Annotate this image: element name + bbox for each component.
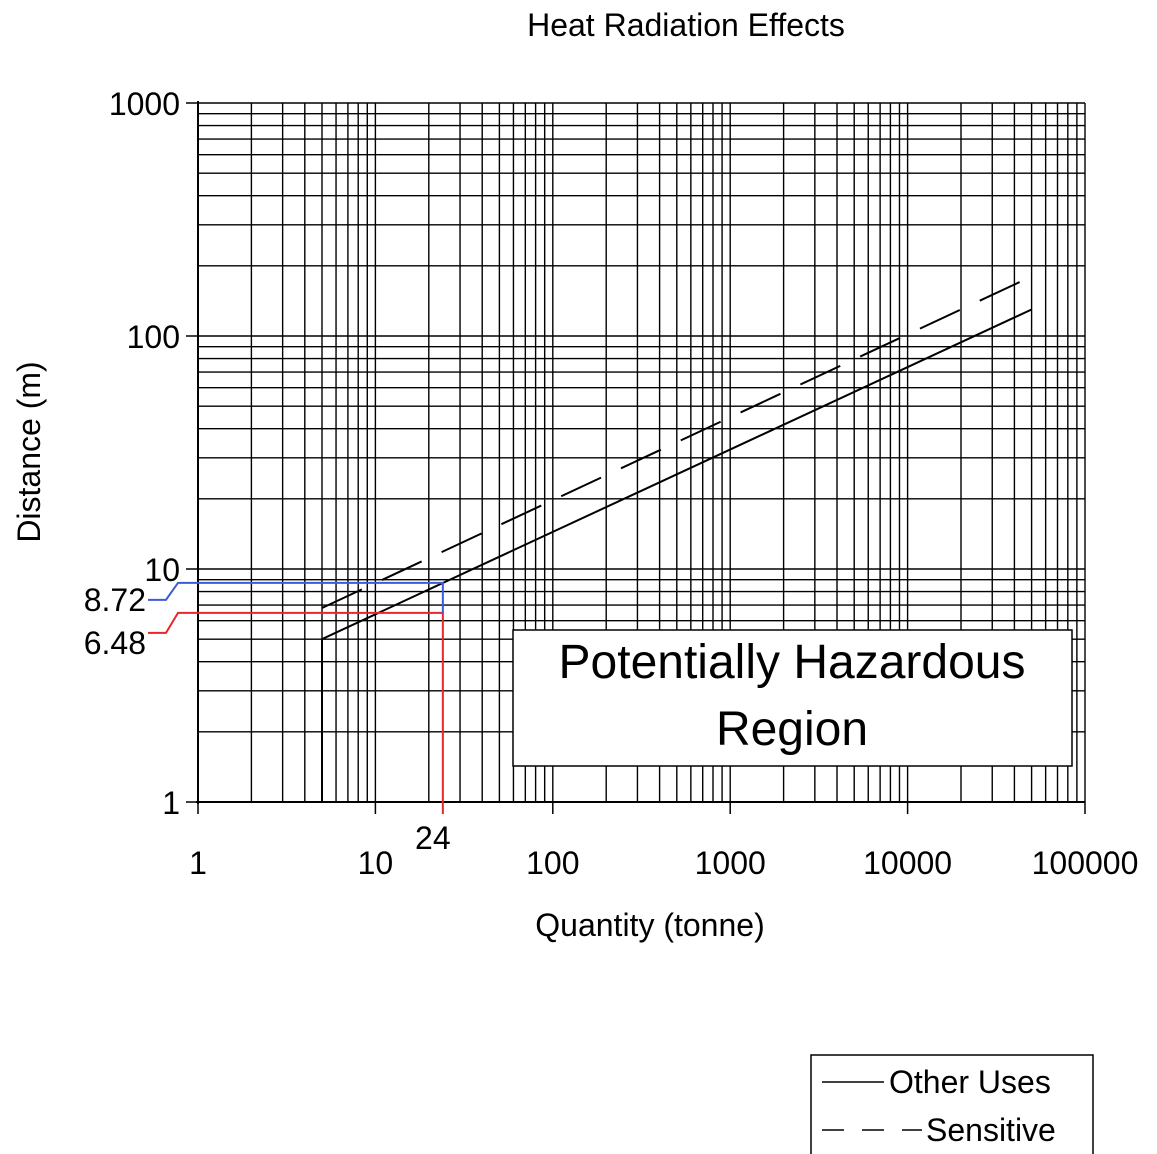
series-lines bbox=[321, 275, 1033, 802]
x-tick-label: 1 bbox=[189, 845, 207, 881]
x-axis-title: Quantity (tonne) bbox=[535, 907, 764, 943]
x-tick-label: 1000 bbox=[695, 845, 766, 881]
chart-title: Heat Radiation Effects bbox=[527, 7, 845, 43]
y-tick-label: 1 bbox=[162, 785, 180, 821]
legend-label-sensitive: Sensitive bbox=[926, 1112, 1056, 1148]
x-tick-label: 10000 bbox=[863, 845, 952, 881]
other-uses-value-label: 6.48 bbox=[84, 625, 146, 661]
series-line-other-uses bbox=[321, 308, 1033, 802]
legend-label-other-uses: Other Uses bbox=[889, 1064, 1051, 1100]
marker-x-label: 24 bbox=[415, 820, 451, 856]
x-tick-labels: 1 10 100 1000 10000 100000 bbox=[189, 802, 1138, 881]
reading-markers: 24 8.72 6.48 bbox=[84, 581, 451, 856]
x-tick-label: 100 bbox=[526, 845, 579, 881]
y-axis-title: Distance (m) bbox=[11, 361, 47, 542]
hazard-region-box: Potentially Hazardous Region bbox=[512, 629, 1073, 767]
sensitive-value-label: 8.72 bbox=[84, 582, 146, 618]
x-tick-label: 100000 bbox=[1032, 845, 1139, 881]
y-tick-label: 100 bbox=[127, 319, 180, 355]
hazard-region-line1: Potentially Hazardous bbox=[559, 636, 1026, 689]
other-uses-reading-line bbox=[148, 611, 444, 814]
legend: Other Uses Sensitive bbox=[810, 1054, 1094, 1154]
sensitive-reading-line bbox=[148, 581, 444, 613]
y-tick-labels: 1 10 100 1000 bbox=[109, 86, 198, 821]
hazard-region-line2: Region bbox=[716, 703, 868, 756]
y-tick-label: 10 bbox=[144, 552, 180, 588]
hazard-region-rect bbox=[512, 629, 1073, 767]
legend-box bbox=[810, 1054, 1094, 1154]
x-tick-label: 10 bbox=[358, 845, 394, 881]
axes bbox=[196, 101, 1085, 804]
y-tick-label: 1000 bbox=[109, 86, 180, 122]
